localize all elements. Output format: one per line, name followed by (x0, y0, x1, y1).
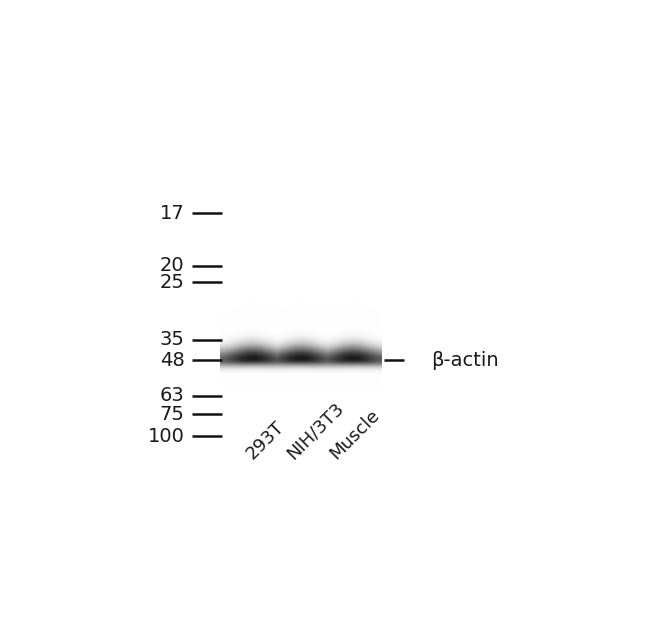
Text: 20: 20 (160, 256, 185, 275)
Text: 100: 100 (148, 427, 185, 446)
Text: 63: 63 (160, 386, 185, 405)
Bar (220, 91, 381, 460)
Text: 48: 48 (160, 351, 185, 370)
Text: 293T: 293T (242, 418, 287, 463)
Text: NIH/3T3: NIH/3T3 (283, 399, 348, 463)
Text: 75: 75 (160, 404, 185, 424)
Text: β-actin: β-actin (432, 351, 499, 370)
Text: 25: 25 (160, 272, 185, 291)
Text: 17: 17 (160, 204, 185, 223)
Text: 35: 35 (160, 330, 185, 349)
Text: Muscle: Muscle (326, 406, 384, 463)
